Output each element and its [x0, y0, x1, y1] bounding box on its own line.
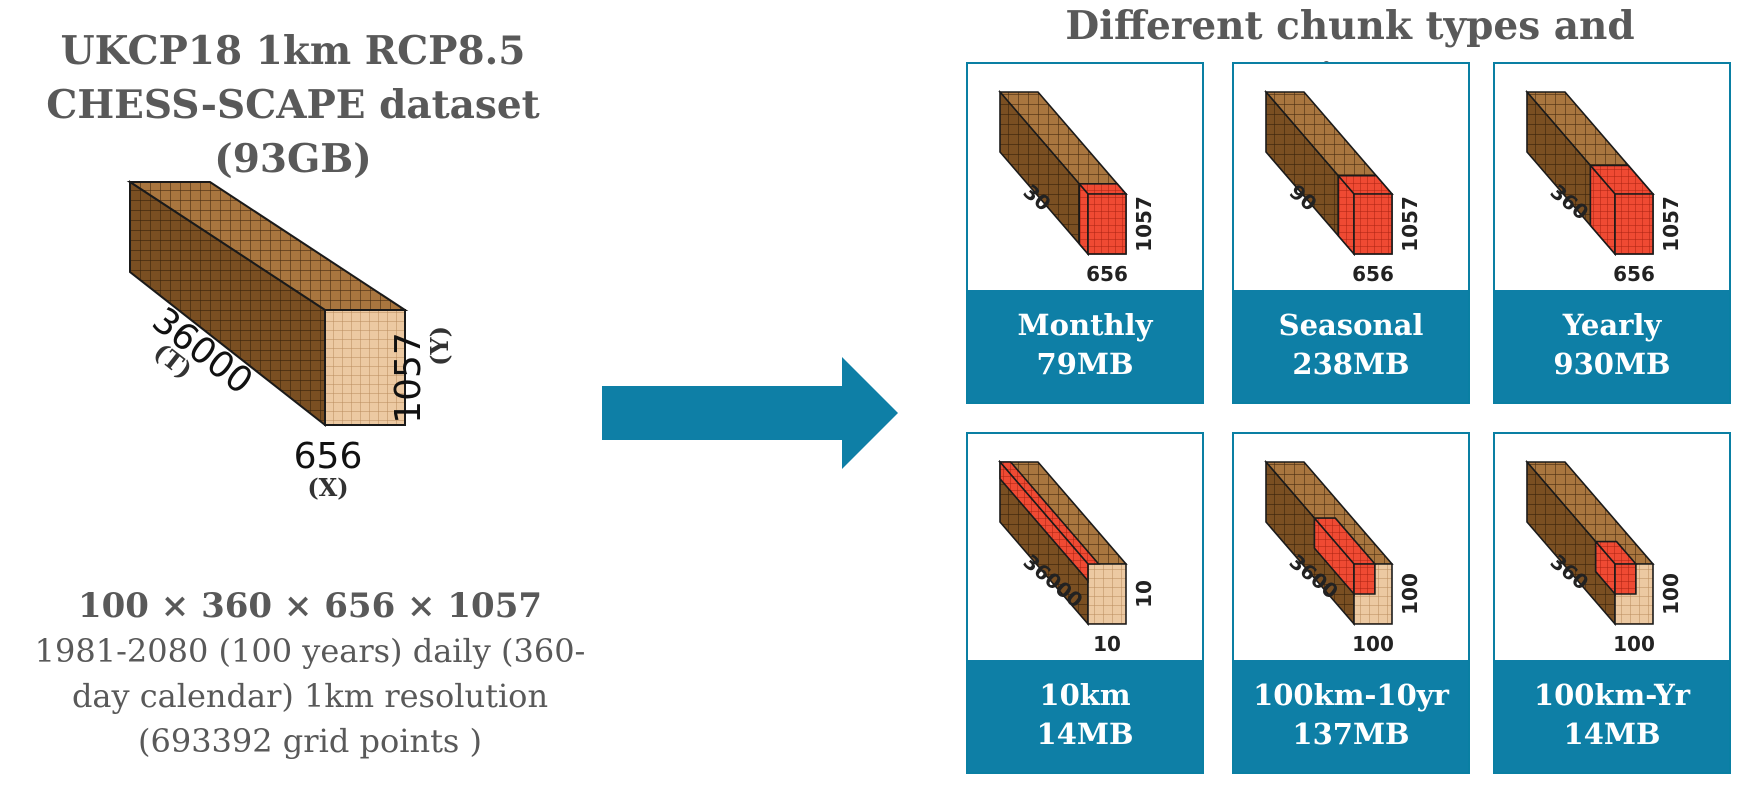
chunk-x-label: 10 [1093, 632, 1121, 656]
chunk-y-label: 100 [1659, 573, 1683, 615]
dataset-cube-diagram: 36000 (T) 1057 (Y) 656 (X) [126, 180, 454, 502]
chunk-type-name: Yearly [1562, 308, 1662, 342]
chunk-panel-monthly: 30 1057 656 Monthly 79MB [966, 62, 1204, 404]
chunk-label: Seasonal 238MB [1234, 290, 1468, 402]
right-arrow-icon [602, 357, 898, 469]
dim-x-axis: (X) [307, 473, 348, 502]
chunk-highlight-front [1353, 193, 1393, 255]
chunk-type-name: 100km-Yr [1533, 678, 1691, 712]
dataset-title-line2: CHESS-SCAPE dataset (93GB) [46, 82, 540, 182]
chunk-x-label: 656 [1086, 262, 1128, 286]
chunk-size: 238MB [1292, 347, 1410, 381]
dim-x-label: 656 [294, 436, 363, 477]
chunk-type-name: Monthly [1017, 308, 1153, 342]
chunk-label: 10km 14MB [968, 660, 1202, 772]
chunk-highlight-front [1614, 563, 1637, 595]
dataset-title: UKCP18 1km RCP8.5 CHESS-SCAPE dataset (9… [0, 24, 586, 186]
chunk-y-label: 100 [1398, 573, 1422, 615]
dataset-desc-line3: (693392 grid points ) [137, 722, 482, 760]
chunk-y-label: 1057 [1659, 196, 1683, 252]
chunk-x-label: 100 [1613, 632, 1655, 656]
chunk-highlight-side [999, 459, 1089, 583]
chunk-size: 930MB [1553, 347, 1671, 381]
chunk-panel-seasonal: 90 1057 656 Seasonal 238MB [1232, 62, 1470, 404]
chunk-label: 100km-Yr 14MB [1495, 660, 1729, 772]
chunk-panel-10km: 36000 10 10 10km 14MB [966, 432, 1204, 774]
chunk-size: 14MB [1036, 717, 1134, 751]
chunk-panel-100km-yr: 360 100 100 100km-Yr 14MB [1493, 432, 1731, 774]
chunk-highlight-front [1353, 563, 1376, 595]
chunk-size: 137MB [1292, 717, 1410, 751]
chunk-x-label: 100 [1352, 632, 1394, 656]
chunk-size: 79MB [1036, 347, 1134, 381]
dataset-desc-line2: day calendar) 1km resolution [71, 677, 549, 715]
chunk-highlight-front [1614, 193, 1654, 255]
chunk-label: 100km-10yr 137MB [1234, 660, 1468, 772]
chunk-type-name: Seasonal [1278, 308, 1424, 342]
chunk-panel-yearly: 360 1057 656 Yearly 930MB [1493, 62, 1731, 404]
chunk-panel-100km-10yr: 3600 100 100 100km-10yr 137MB [1232, 432, 1470, 774]
dataset-title-line1: UKCP18 1km RCP8.5 [60, 28, 526, 74]
dataset-shape: 100 × 360 × 656 × 1057 [77, 586, 543, 626]
chunk-size: 14MB [1563, 717, 1661, 751]
chunk-type-name: 100km-10yr [1253, 678, 1449, 712]
dataset-description: 100 × 360 × 656 × 1057 1981-2080 (100 ye… [10, 584, 610, 764]
dataset-desc-line1: 1981-2080 (100 years) daily (360- [34, 632, 586, 670]
dim-y-label: 1057 [388, 332, 429, 424]
dim-y-axis: (Y) [425, 326, 454, 366]
chunk-y-label: 1057 [1398, 196, 1422, 252]
chunk-label: Monthly 79MB [968, 290, 1202, 402]
cube-front-face [1087, 563, 1127, 625]
chunk-highlight-side [1078, 181, 1089, 257]
chunk-type-name: 10km [1039, 678, 1131, 712]
chunk-label: Yearly 930MB [1495, 290, 1729, 402]
chunk-y-label: 10 [1132, 580, 1156, 608]
chunk-x-label: 656 [1352, 262, 1394, 286]
chunk-x-label: 656 [1613, 262, 1655, 286]
chunk-y-label: 1057 [1132, 196, 1156, 252]
chunk-highlight-front [1087, 193, 1127, 255]
